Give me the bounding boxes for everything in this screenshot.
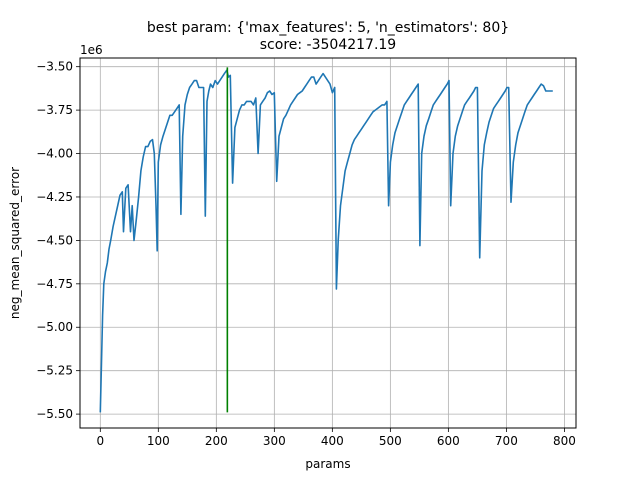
plot-frame	[79, 57, 577, 429]
x-tick-label: 100	[147, 434, 170, 448]
y-tick-label: −5.00	[36, 320, 73, 334]
x-tick-label: 700	[495, 434, 518, 448]
y-tick-label: −4.00	[36, 147, 73, 161]
x-tick-label: 500	[379, 434, 402, 448]
x-tick-label: 0	[96, 434, 104, 448]
tick-layer: 0 100 200 300 400 500 600 700 800 −5.50 −5.25 −5.00…	[36, 60, 576, 448]
y-tick-label: −5.25	[36, 364, 73, 378]
x-tick-label: 200	[205, 434, 228, 448]
y-tick-label: −3.75	[36, 103, 73, 117]
grid-layer	[80, 58, 576, 428]
chart-title-line1: best param: {'max_features': 5, 'n_estim…	[147, 20, 509, 36]
y-axis-label: neg_mean_squared_error	[8, 167, 22, 319]
y-tick-label: −4.25	[36, 190, 73, 204]
y-tick-label: −4.50	[36, 233, 73, 247]
chart-title-line2: score: -3504217.19	[260, 37, 396, 53]
data-layer	[99, 67, 553, 413]
x-tick-label: 400	[321, 434, 344, 448]
y-tick-label: −4.75	[36, 277, 73, 291]
x-tick-label: 300	[263, 434, 286, 448]
y-offset-label: 1e6	[80, 43, 103, 57]
y-tick-label: −5.50	[36, 407, 73, 421]
x-axis-label: params	[305, 457, 350, 471]
x-tick-label: 600	[437, 434, 460, 448]
x-tick-label: 800	[553, 434, 576, 448]
series-line	[99, 69, 553, 413]
y-tick-label: −3.50	[36, 60, 73, 74]
